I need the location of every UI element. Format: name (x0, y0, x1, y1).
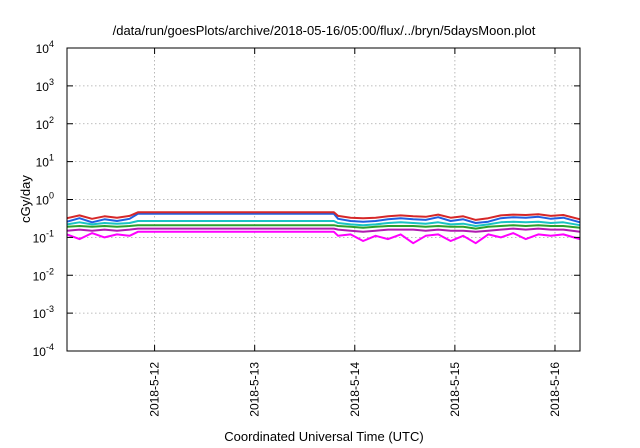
y-tick-label: 10-3 (33, 304, 54, 321)
series-lines (66, 211, 581, 245)
x-tick-label: 2018-5-14 (348, 362, 362, 417)
series-line (66, 230, 581, 245)
series-line (66, 212, 581, 224)
x-tick-label: 2018-5-15 (448, 362, 462, 417)
y-tick-label: 100 (36, 191, 54, 208)
series-line (66, 227, 581, 233)
y-tick-label: 10-4 (33, 342, 54, 359)
x-tick-label: 2018-5-12 (148, 362, 162, 417)
series-line (66, 224, 581, 230)
y-tick-label: 102 (36, 115, 54, 132)
y-tick-label: 103 (36, 77, 54, 94)
series-line (66, 211, 581, 221)
y-axis: 10-4 10-3 10-2 10-1 100 101 102 103 104 (33, 39, 580, 359)
chart-title: /data/run/goesPlots/archive/2018-05-16/0… (113, 23, 536, 38)
x-axis-label: Coordinated Universal Time (UTC) (224, 429, 423, 444)
y-axis-label: cGy/day (18, 175, 33, 223)
y-tick-label: 101 (36, 153, 54, 170)
x-tick-label: 2018-5-16 (548, 362, 562, 417)
grid (67, 48, 580, 351)
x-tick-label: 2018-5-13 (248, 362, 262, 417)
y-tick-label: 104 (36, 39, 54, 56)
y-tick-label: 10-1 (33, 228, 54, 245)
x-axis: 2018-5-12 2018-5-13 2018-5-14 2018-5-15 2018… (148, 48, 562, 417)
y-tick-label: 10-2 (33, 266, 54, 283)
series-line (66, 220, 581, 227)
